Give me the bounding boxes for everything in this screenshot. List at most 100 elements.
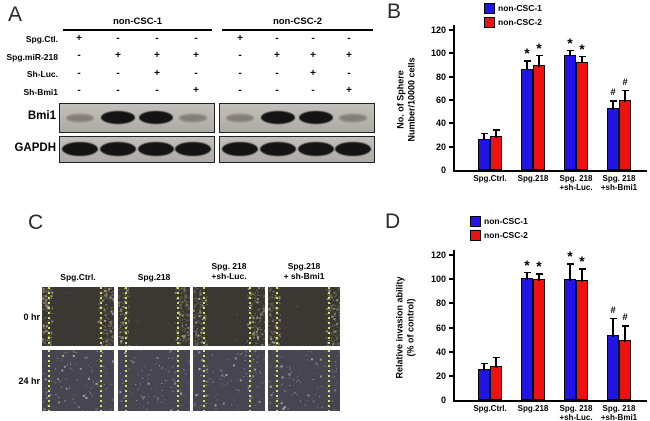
wound-edge-dotted-line: [249, 350, 251, 411]
plus-minus-mark: +: [193, 85, 199, 96]
x-category-label: Spg. 218 +sh-Luc.: [559, 404, 593, 421]
condition-row-label: Spg.miR-218: [6, 51, 59, 62]
plus-minus-mark: -: [77, 85, 81, 96]
micrograph-column-label: Spg.Ctrl.: [60, 272, 96, 282]
plus-minus-mark: -: [116, 67, 120, 79]
plus-minus-mark: -: [116, 85, 120, 96]
condition-row-label: Sh-Bmi1: [23, 86, 58, 97]
bar-non-CSC-1: [607, 334, 619, 400]
protein-band-strong: [222, 142, 258, 156]
y-tick-mark: [449, 122, 453, 125]
x-axis-line: [453, 400, 647, 402]
wound-edge-dotted-line: [125, 350, 127, 411]
plus-minus-mark: -: [238, 50, 242, 61]
legend-label: non-CSC-2: [484, 229, 528, 240]
error-bar-cap: [535, 273, 543, 275]
error-bar-cap: [566, 263, 574, 265]
legend-label: non-CSC-1: [484, 215, 528, 226]
wound-edge-dotted-line: [100, 350, 102, 411]
error-bar-line: [495, 129, 497, 139]
significance-marker: *: [524, 256, 530, 273]
plus-minus-mark: -: [347, 32, 351, 44]
bar-non-CSC-2: [576, 280, 588, 400]
micrograph-row-label: 24 hr: [18, 375, 40, 386]
y-axis-title: Relative invasion ability (% of control): [394, 276, 416, 379]
panel-c-label: C: [28, 211, 44, 234]
y-tick-mark: [449, 302, 453, 305]
error-bar-line: [624, 325, 626, 342]
blot-box: [59, 103, 215, 133]
protein-band-strong: [175, 142, 211, 156]
y-tick-mark: [449, 29, 453, 31]
cell-speckles: [193, 350, 194, 351]
legend-swatch-non-CSC-1: [484, 3, 495, 14]
significance-marker: #: [610, 87, 616, 98]
protein-band-strong: [101, 111, 135, 124]
x-category-label: Spg. 218 +sh-Luc.: [559, 174, 593, 192]
panel-b-label: B: [387, 0, 402, 23]
error-bar-cap: [492, 356, 500, 358]
x-category-label: Spg. 218 +sh-Bmi1: [600, 174, 638, 192]
x-axis-line: [453, 170, 647, 172]
error-bar-line: [538, 54, 540, 67]
error-bar-line: [581, 55, 583, 64]
legend-label: non-CSC-2: [498, 16, 542, 27]
bar-non-CSC-2: [490, 136, 502, 170]
protein-band-strong: [100, 142, 136, 156]
x-category-label: Spg.218: [517, 174, 549, 183]
wound-edge-dotted-line: [48, 287, 50, 346]
bar-non-CSC-1: [564, 279, 576, 400]
protein-band-faint: [179, 113, 207, 122]
micrograph-column-label: Spg.218: [137, 272, 171, 282]
y-tick-mark: [449, 145, 453, 148]
x-category-label: Spg.Ctrl.: [473, 174, 507, 183]
significance-marker: #: [622, 312, 628, 324]
micrograph-row-label: 0 hr: [23, 311, 40, 322]
error-bar-cap: [492, 129, 500, 131]
plus-minus-mark: +: [274, 50, 280, 61]
micrograph-24hr-col2: [118, 350, 190, 411]
bar-non-CSC-2: [533, 65, 545, 170]
protein-band-strong: [299, 111, 333, 124]
y-tick-label: 40: [435, 346, 446, 357]
y-tick-label: 40: [435, 118, 446, 129]
plus-minus-mark: +: [154, 67, 160, 79]
blot-target-label: GAPDH: [14, 142, 56, 154]
error-bar-line: [612, 100, 614, 111]
protein-band-strong: [298, 142, 334, 156]
wound-edge-dotted-line: [48, 350, 50, 411]
plus-minus-mark: +: [346, 50, 352, 61]
protein-band-strong: [261, 111, 295, 124]
plus-minus-mark: -: [116, 32, 120, 44]
protein-band-strong: [139, 111, 173, 124]
error-bar-cap: [609, 317, 617, 320]
x-category-label: Spg. 218 +sh-Bmi1: [600, 404, 638, 421]
micrograph-0hr-col4: [268, 287, 340, 346]
y-tick-label: 100: [430, 48, 446, 59]
y-tick-label: 120: [430, 25, 446, 35]
y-tick-mark: [449, 326, 453, 329]
wound-edge-dotted-line: [249, 287, 251, 346]
y-axis-line: [453, 25, 455, 170]
cell-speckles: [118, 350, 119, 351]
bar-non-CSC-1: [607, 108, 619, 170]
protein-band-faint: [66, 113, 94, 122]
wound-edge-dotted-line: [276, 350, 278, 411]
bar-non-CSC-2: [619, 339, 631, 400]
protein-band-strong: [138, 142, 174, 156]
bar-non-CSC-2: [619, 100, 631, 170]
y-tick-label: 120: [430, 250, 446, 260]
plus-minus-mark: +: [237, 32, 243, 44]
y-axis-title: No. of Sphere Number/10000 cells: [395, 57, 417, 142]
blot-target-label: Bmi1: [27, 110, 56, 122]
plus-minus-mark: -: [238, 85, 242, 96]
panel-a-western-blot: A non-CSC-1 non-CSC-2 Spg.Ctl. + - - - + - - - Spg.…: [0, 0, 380, 200]
cell-speckles: [193, 287, 194, 288]
significance-marker: *: [536, 258, 542, 275]
wound-edge-dotted-line: [328, 350, 330, 411]
significance-marker: *: [536, 39, 542, 56]
wound-edge-dotted-line: [328, 287, 330, 346]
y-tick-label: 0: [440, 395, 446, 405]
bar-non-CSC-2: [576, 61, 588, 170]
cell-speckles: [118, 287, 119, 288]
